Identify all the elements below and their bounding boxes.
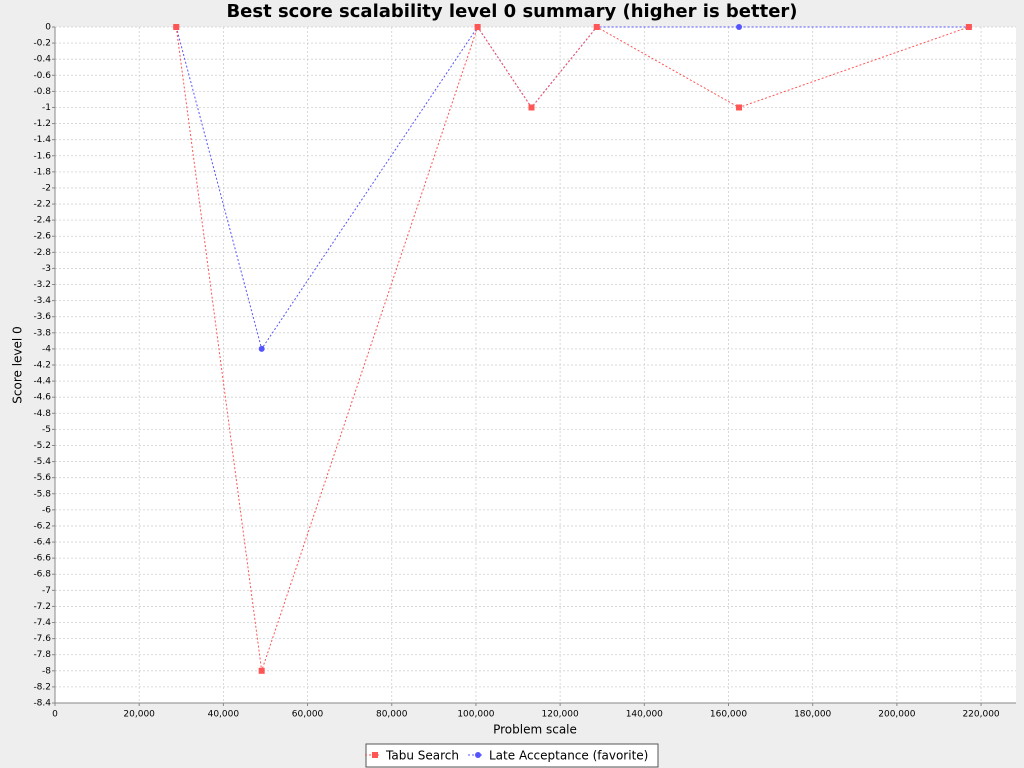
y-tick-label: -7.4 <box>33 618 51 628</box>
y-tick-label: -5.8 <box>33 489 51 499</box>
y-tick-label: -2.8 <box>33 248 51 258</box>
x-tick-label: 180,000 <box>794 710 831 720</box>
y-tick-label: -4.6 <box>33 393 51 403</box>
x-axis-label: Problem scale <box>493 723 577 737</box>
x-tick-label: 40,000 <box>208 710 240 720</box>
y-tick-label: -4.4 <box>33 377 51 387</box>
y-tick-label: -5.4 <box>33 457 51 467</box>
point <box>965 24 972 30</box>
x-tick-label: 220,000 <box>962 710 999 720</box>
legend-marker <box>372 752 378 758</box>
x-tick-label: 20,000 <box>123 710 155 720</box>
point <box>736 104 743 111</box>
y-tick-label: -7 <box>42 586 51 596</box>
y-tick-label: -1 <box>42 103 51 113</box>
y-tick-label: -8.2 <box>33 682 51 692</box>
y-tick-label: -4 <box>42 344 51 354</box>
y-tick-label: -4.2 <box>33 361 51 371</box>
y-axis-label: Score level 0 <box>11 326 25 403</box>
x-tick-label: 80,000 <box>376 710 408 720</box>
y-tick-label: -6.6 <box>33 554 51 564</box>
x-tick-label: 200,000 <box>878 710 915 720</box>
y-tick-label: -2.2 <box>33 200 51 210</box>
legend-label: Tabu Search <box>385 749 459 763</box>
y-tick-label: -3.2 <box>33 280 51 290</box>
y-tick-label: -7.6 <box>33 634 51 644</box>
x-tick-label: 160,000 <box>710 710 747 720</box>
y-tick-label: -6.8 <box>33 570 51 580</box>
point <box>474 24 481 30</box>
y-tick-label: 0 <box>45 23 51 33</box>
y-tick-label: -2.6 <box>33 232 51 242</box>
x-tick-label: 0 <box>52 710 58 720</box>
y-tick-label: -6.4 <box>33 538 51 548</box>
y-tick-label: -3.4 <box>33 296 51 306</box>
legend-marker <box>475 752 481 758</box>
x-tick-label: 140,000 <box>626 710 663 720</box>
chart-title: Best score scalability level 0 summary (… <box>226 1 797 22</box>
y-tick-label: -3.8 <box>33 328 51 338</box>
x-tick-label: 120,000 <box>542 710 579 720</box>
y-tick-label: -5.6 <box>33 473 51 483</box>
y-tick-label: -2.4 <box>33 216 51 226</box>
y-tick-label: -5.2 <box>33 441 51 451</box>
x-tick-label: 100,000 <box>457 710 494 720</box>
legend-label: Late Acceptance (favorite) <box>489 749 648 763</box>
y-tick-label: -1.2 <box>33 119 51 129</box>
y-tick-label: -7.8 <box>33 650 51 660</box>
point <box>258 345 265 352</box>
y-tick-label: -7.2 <box>33 602 51 612</box>
y-tick-label: -4.8 <box>33 409 51 419</box>
y-tick-label: -8.4 <box>33 699 51 709</box>
y-tick-label: -0.2 <box>33 39 51 49</box>
y-tick-label: -1.8 <box>33 167 51 177</box>
point <box>593 24 600 30</box>
y-tick-label: -0.8 <box>33 87 51 97</box>
y-tick-label: -5 <box>42 425 51 435</box>
y-tick-label: -0.4 <box>33 55 51 65</box>
y-tick-label: -1.4 <box>33 135 51 145</box>
point <box>173 24 180 30</box>
y-tick-label: -3.6 <box>33 312 51 322</box>
y-tick-label: -0.6 <box>33 71 51 81</box>
y-tick-label: -6.2 <box>33 521 51 531</box>
y-tick-label: -6 <box>42 505 51 515</box>
y-tick-label: -8 <box>42 666 51 676</box>
point <box>258 667 265 674</box>
point <box>736 24 743 30</box>
y-tick-label: -3 <box>42 264 51 274</box>
point <box>528 104 535 111</box>
y-tick-label: -2 <box>42 183 51 193</box>
x-tick-label: 60,000 <box>292 710 324 720</box>
y-tick-label: -1.6 <box>33 151 51 161</box>
